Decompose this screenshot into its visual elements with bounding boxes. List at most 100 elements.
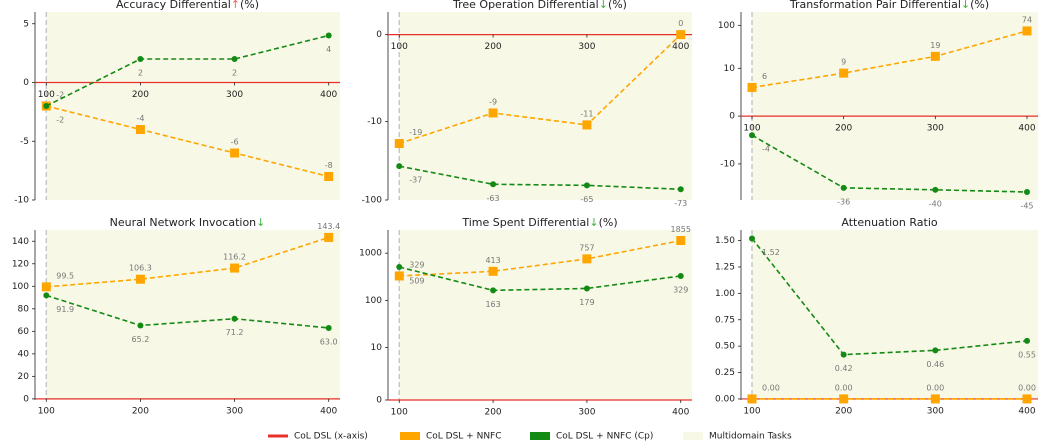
x-tick-label: 200 <box>132 90 149 100</box>
legend-swatch <box>268 434 288 438</box>
title-text: Tree Operation Differential <box>452 0 599 11</box>
value-label: -11 <box>580 109 593 118</box>
legend-label: Multidomain Tasks <box>709 432 792 442</box>
marker <box>583 285 590 292</box>
title-text: Transformation Pair Differential <box>789 0 961 11</box>
value-label: 63.0 <box>320 337 338 346</box>
series-line <box>399 266 681 292</box>
marker <box>324 172 334 181</box>
marker <box>676 30 686 40</box>
title-text: Time Spent Differential <box>461 216 589 229</box>
x-tick-label: 300 <box>226 406 243 416</box>
value-label: 0.00 <box>1018 383 1036 392</box>
title-arrow: ↓ <box>256 216 265 229</box>
value-label: 509 <box>409 277 424 286</box>
series-line <box>399 165 681 191</box>
marker <box>932 347 939 354</box>
x-tick-label: 400 <box>1018 124 1035 134</box>
title-suffix: (%) <box>608 0 627 11</box>
legend: CoL DSL (x-axis) CoL DSL + NNFC CoL DSL + … <box>268 432 792 442</box>
y-tick-label: -10 <box>367 117 382 127</box>
legend-swatch <box>683 432 703 440</box>
panel: Neural Network Invocation↓ 0 20 40 60 80 100 12… <box>12 216 340 416</box>
title-text: Neural Network Invocation <box>110 216 257 229</box>
marker <box>137 56 144 62</box>
legend-swatch <box>530 432 550 440</box>
x-tick-label: 400 <box>672 42 689 52</box>
y-tick-label: 80 <box>18 304 30 314</box>
value-label: 116.2 <box>223 253 246 262</box>
y-tick-label: 0 <box>376 30 382 40</box>
marker <box>677 272 684 279</box>
y-tick-label: 0 <box>376 396 382 406</box>
value-label: 91.9 <box>56 305 74 314</box>
title-suffix: (%) <box>970 0 989 11</box>
x-tick-label: 100 <box>38 90 55 100</box>
value-label: 0.00 <box>762 383 780 392</box>
span <box>46 230 340 400</box>
value-label: 1.52 <box>762 248 780 257</box>
marker <box>394 271 404 281</box>
marker <box>747 82 757 92</box>
value-label: -2 <box>56 116 64 125</box>
value-label: 757 <box>579 243 594 252</box>
panel: Time Spent Differential↓(%) 0 10 100 1000 100… <box>359 216 692 418</box>
value-label: -4 <box>762 145 770 154</box>
x-tick-label: 100 <box>38 406 55 416</box>
y-tick-label: -10 <box>720 159 735 169</box>
value-label: 0.46 <box>926 360 944 369</box>
marker <box>747 394 757 404</box>
marker <box>231 56 238 62</box>
marker <box>230 148 240 158</box>
y-tick-label: 1000 <box>359 249 382 259</box>
x-tick-label: 300 <box>578 408 595 418</box>
value-label: 0.00 <box>926 383 944 392</box>
marker <box>1024 189 1030 196</box>
marker <box>231 315 238 322</box>
marker <box>677 186 684 193</box>
x-tick-label: 100 <box>743 124 760 134</box>
marker <box>396 163 403 170</box>
y-tick-label: 0.00 <box>715 394 735 404</box>
value-label: 19 <box>930 41 940 50</box>
span <box>752 230 1038 400</box>
value-label: 2 <box>138 69 143 78</box>
y-tick-label: -10 <box>14 196 29 206</box>
marker <box>325 324 332 331</box>
title-suffix: (%) <box>599 216 618 229</box>
y-tick-label: 40 <box>18 349 30 359</box>
y-tick-label: 10 <box>724 64 736 74</box>
value-label: -9 <box>489 97 497 106</box>
value-label: 106.3 <box>129 264 152 273</box>
y-tick-label: 5 <box>23 19 29 29</box>
series-line <box>751 237 1028 356</box>
title-text: Accuracy Differential <box>116 0 231 11</box>
value-label: 4 <box>326 45 331 54</box>
value-label: 71.2 <box>226 328 244 337</box>
marker <box>488 266 498 276</box>
x-tick-label: 400 <box>320 406 337 416</box>
y-tick-label: 0 <box>23 394 29 404</box>
y-tick-label: 1.00 <box>715 289 735 299</box>
marker <box>135 274 145 284</box>
x-tick-label: 300 <box>578 42 595 52</box>
series-line <box>399 239 681 277</box>
y-tick-label: 10 <box>371 343 383 353</box>
x-tick-label: 200 <box>484 408 501 418</box>
chart-title: Attenuation Ratio <box>841 216 937 229</box>
value-label: -8 <box>325 161 333 170</box>
marker <box>43 103 50 109</box>
legend-label: CoL DSL + NNFC (Cp) <box>556 432 653 442</box>
marker <box>932 186 939 193</box>
y-tick-label: 1.50 <box>715 236 735 246</box>
x-tick-label: 100 <box>743 406 760 416</box>
x-tick-label: 400 <box>1018 406 1035 416</box>
y-tick-label: 140 <box>12 237 29 247</box>
legend-label: CoL DSL (x-axis) <box>294 432 368 442</box>
series-line <box>45 34 329 107</box>
panel: Transformation Pair Differential↓(%) -10 0… <box>718 0 1038 211</box>
y-tick-label: 60 <box>18 327 30 337</box>
value-label: 65.2 <box>132 335 150 344</box>
marker <box>396 264 403 271</box>
